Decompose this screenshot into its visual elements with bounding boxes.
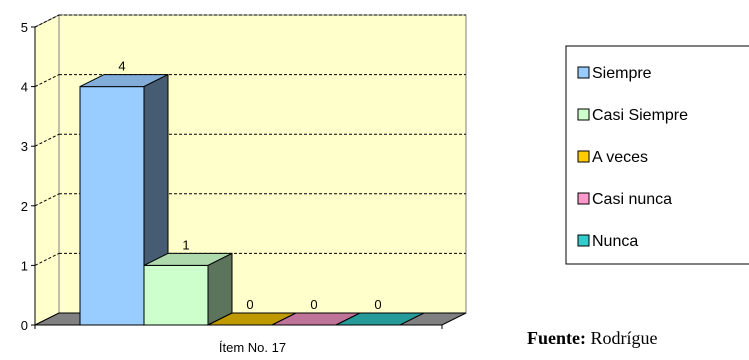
bars [79,73,425,326]
y-tick-label: 1 [21,258,28,273]
data-labels: 4 1 0 0 0 [118,59,381,312]
y-tick-label: 5 [21,20,28,35]
gridline-side [34,252,60,266]
gridline-side [34,14,60,28]
data-label: 0 [246,297,253,312]
x-axis: Ítem No. 17 [34,324,443,355]
gridline-side [34,133,60,147]
y-tick-label: 2 [21,199,28,214]
y-tick-label: 3 [21,139,28,154]
y-tick-label: 0 [21,318,28,333]
legend: Siempre Casi Siempre A veces Casi nunca Nunc… [565,45,749,265]
legend-swatch [577,66,590,79]
gridline-side [34,193,60,207]
bar [143,252,233,326]
y-axis: 0 1 2 3 4 5 [21,20,36,333]
source-note: Fuente: Rodrígue [527,328,657,349]
bar-front [143,264,209,326]
legend-swatch [577,234,590,247]
gridline-side [34,74,60,88]
source-text: Rodrígue [585,328,658,348]
bar-front [79,86,145,326]
legend-swatch [577,192,590,205]
legend-box [565,45,749,265]
side-wall [34,14,60,326]
y-tick-label: 4 [21,80,28,95]
x-tick-label: Ítem No. 17 [219,340,286,355]
legend-label: Casi nunca [592,191,672,208]
data-label: 0 [374,297,381,312]
data-label: 4 [118,59,125,74]
source-label: Fuente: [527,328,586,348]
legend-swatch [577,150,590,163]
data-label: 1 [182,237,189,252]
legend-label: A veces [592,149,648,166]
data-label: 0 [310,297,317,312]
legend-label: Nunca [592,233,638,250]
legend-label: Siempre [592,65,652,82]
legend-label: Casi Siempre [592,107,688,124]
legend-swatch [577,108,590,121]
